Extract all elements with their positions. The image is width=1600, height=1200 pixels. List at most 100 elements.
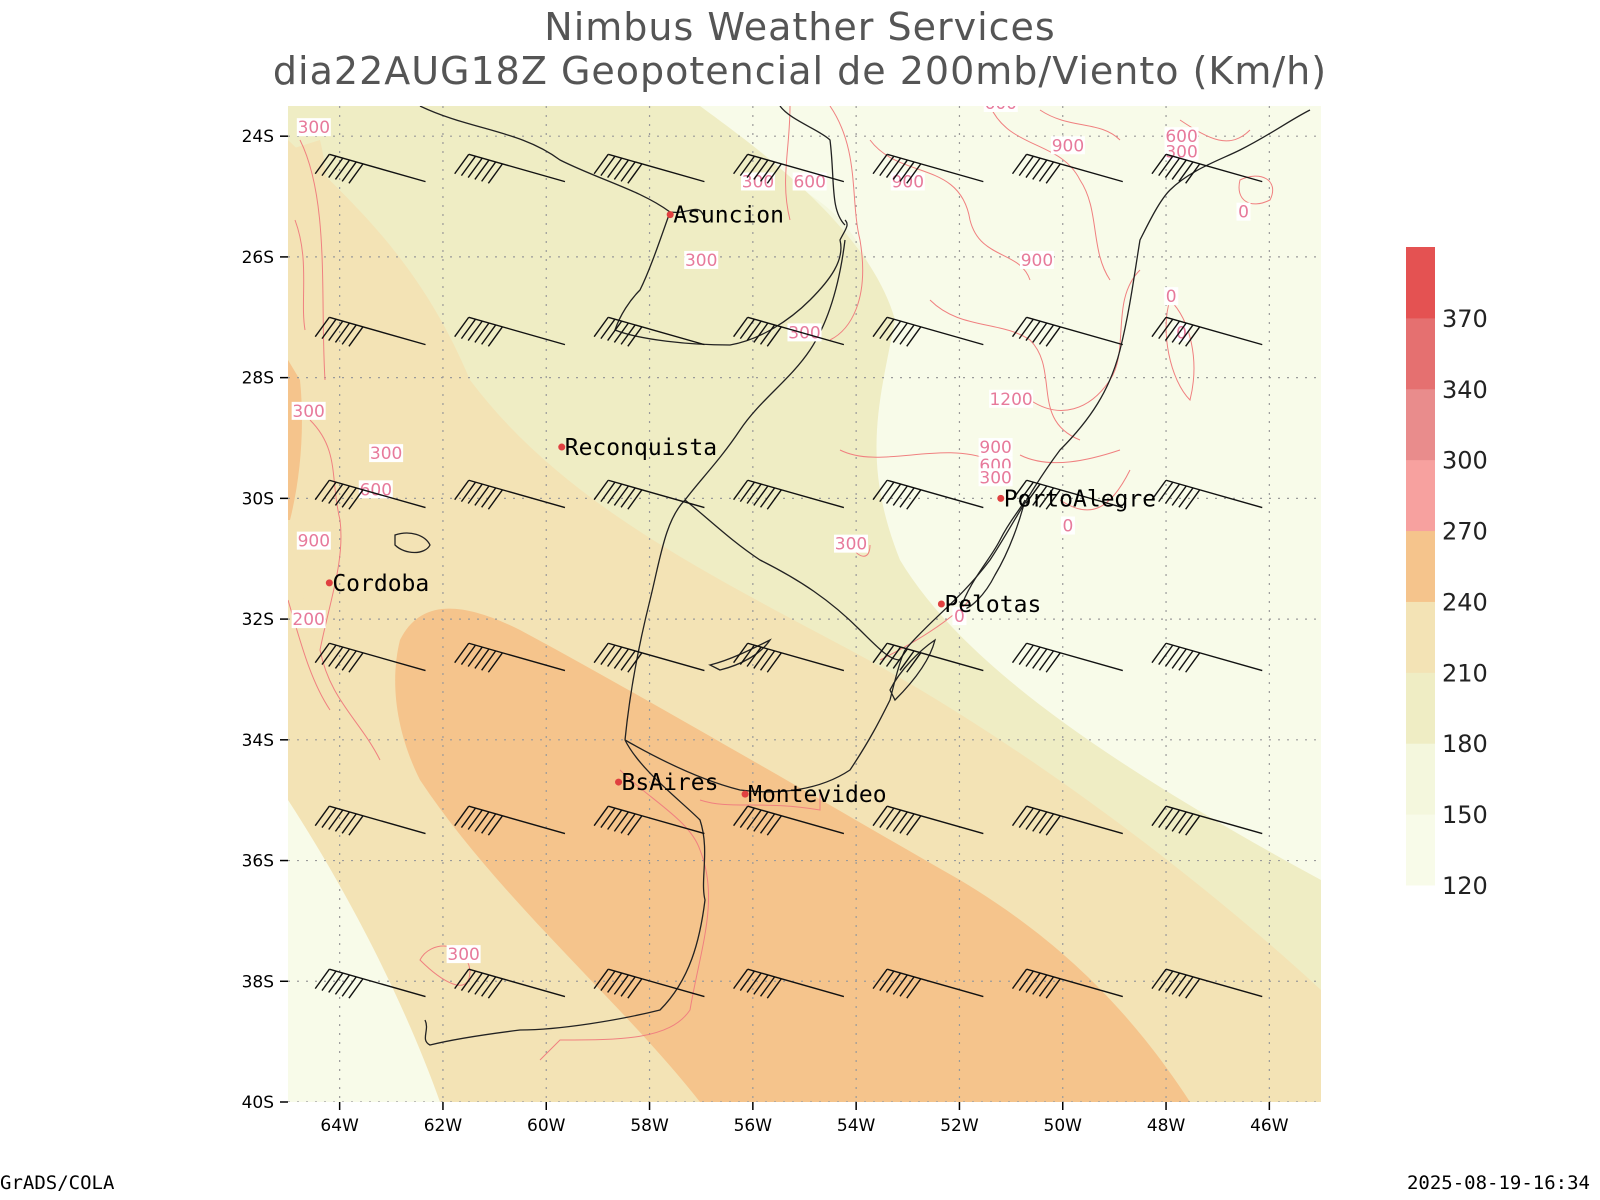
wind-barb-11 [872, 316, 984, 347]
contour-label-bg-20 [978, 468, 1013, 487]
wind-barb-5 [1011, 153, 1123, 184]
wind-barb-38 [733, 968, 845, 999]
wind-barb-35 [314, 968, 426, 999]
wind-barb-37 [593, 968, 705, 999]
lon-tick-label: 64W [320, 1116, 359, 1136]
colorbar-swatch-7 [1406, 317, 1435, 390]
colorbar-label: 300 [1442, 447, 1488, 475]
contour-label-bg-23 [296, 531, 331, 550]
contour-label: 900 [979, 438, 1011, 458]
wind-barb-26 [1011, 642, 1123, 673]
topography-contours [288, 106, 1274, 1061]
contour-label-bg-0 [296, 118, 331, 137]
contour-label-bg-18 [978, 438, 1013, 457]
contour-label: 200 [292, 610, 324, 630]
contour-label-bg-9 [1236, 202, 1251, 221]
colorbar-swatch-6 [1406, 388, 1435, 461]
contour-label: 600 [1165, 127, 1197, 147]
contour-label: 900 [298, 532, 330, 552]
map-axes: 24S 26S 28S 30S 32S 34S 36S 38S 40S 64W 62W 60W 58W 5… [242, 127, 1289, 1136]
colorbar-label: 210 [1442, 659, 1488, 687]
contour-label: 300 [979, 468, 1011, 488]
lon-tick-label: 50W [1044, 1116, 1083, 1136]
city-label: Reconquista [565, 435, 717, 461]
wind-barb-19 [1011, 479, 1123, 510]
field-west-band [288, 140, 330, 720]
colorbar-swatch-1 [1406, 743, 1435, 815]
colorbar-swatch-5 [1406, 459, 1435, 532]
contour-label-bg-16 [291, 401, 326, 420]
wind-barb-33 [1011, 805, 1123, 836]
contour-label-bg-14 [787, 323, 822, 342]
contour-label-bg-2 [792, 172, 827, 191]
contour-label: 300 [685, 251, 717, 271]
contour-label-bg-6 [1050, 136, 1085, 155]
lon-tick-label: 48W [1147, 1116, 1186, 1136]
wind-barb-14 [314, 479, 426, 510]
city-label: Cordoba [332, 571, 429, 597]
contour-label-bg-21 [358, 480, 393, 499]
colorbar-swatch-4 [1406, 530, 1435, 602]
colorbar-label: 120 [1442, 872, 1488, 900]
contour-label: 0 [1166, 287, 1177, 307]
contour-label: 300 [835, 535, 867, 555]
colorbar-label: 340 [1442, 376, 1488, 404]
wind-barb-24 [733, 642, 845, 673]
colorbar-swatch-3 [1406, 601, 1435, 673]
field-band-240 [395, 608, 1190, 1102]
lon-tick-label: 58W [630, 1116, 669, 1136]
wind-barb-20 [1151, 479, 1263, 510]
wind-barb-8 [454, 316, 566, 347]
footer-left-credit: GrADS/COLA [0, 1172, 115, 1194]
wind-barb-27 [1151, 642, 1263, 673]
city-label: PortoAlegre [1004, 486, 1156, 512]
title-line-1: Nimbus Weather Services [544, 5, 1055, 49]
contour-label-bg-5 [983, 106, 1018, 112]
wind-barb-18 [872, 479, 984, 510]
wind-barb-23 [593, 642, 705, 673]
wind-barb-1 [454, 153, 566, 184]
contour-label: 0 [1238, 203, 1249, 223]
city-dot-2 [997, 494, 1005, 502]
colorbar-label: 270 [1442, 518, 1488, 546]
contour-label: 300 [298, 118, 330, 138]
city-label: BsAires [622, 770, 719, 796]
wind-barb-7 [314, 316, 426, 347]
contour-label-bg-10 [684, 250, 719, 269]
contour-label-bg-22 [1060, 516, 1075, 535]
city-dot-5 [615, 778, 623, 786]
wind-barb-17 [733, 479, 845, 510]
city-label: Asuncion [673, 203, 784, 229]
lat-tick-label: 28S [242, 369, 274, 389]
contour-label: 0 [1063, 517, 1074, 537]
wind-barb-36 [454, 968, 566, 999]
contour-label: 300 [447, 945, 479, 965]
city-markers: Asuncion Reconquista PortoAlegre Cordoba Pel… [325, 203, 1156, 808]
city-label: Pelotas [944, 592, 1041, 618]
wind-barb-21 [314, 642, 426, 673]
colorbar-label: 180 [1442, 730, 1488, 758]
wind-barb-32 [872, 805, 984, 836]
colorbar: 120 150 180 210 240 270 300 340 370 [1406, 247, 1488, 900]
wind-barb-2 [593, 153, 705, 184]
wind-barb-4 [872, 153, 984, 184]
colorbar-label: 370 [1442, 305, 1488, 333]
wind-barb-13 [1151, 316, 1263, 347]
contour-label: 0 [1176, 323, 1187, 343]
wind-barbs [314, 153, 1263, 999]
wind-barb-31 [733, 805, 845, 836]
contour-label-bg-24 [833, 534, 868, 553]
lon-tick-label: 52W [940, 1116, 979, 1136]
wind-barb-25 [872, 642, 984, 673]
city-label: Montevideo [748, 782, 886, 808]
wind-barb-16 [593, 479, 705, 510]
contour-label-bg-12 [1164, 287, 1179, 306]
wind-barb-9 [593, 316, 705, 347]
contour-label-bg-25 [952, 607, 967, 626]
colorbar-label: 150 [1442, 801, 1488, 829]
contour-label-bg-26 [291, 610, 326, 629]
contour-label-bg-7 [1164, 127, 1199, 146]
contour-label: 900 [1021, 251, 1053, 271]
contour-label-bg-15 [989, 389, 1034, 408]
